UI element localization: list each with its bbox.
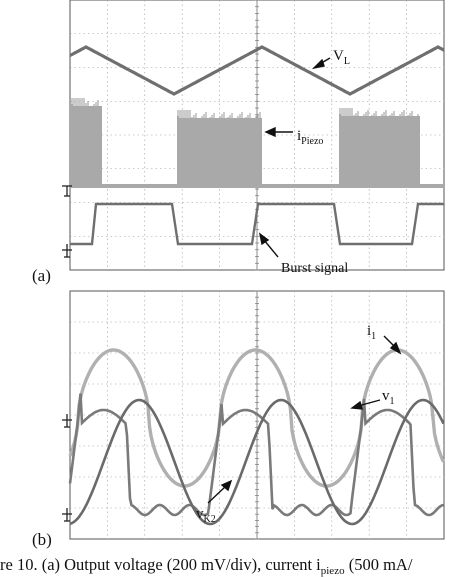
i1-trace [68, 348, 446, 488]
vl-trace [69, 45, 445, 96]
label-burst-signal: Burst signal [281, 261, 348, 276]
ipiezo-burst [178, 118, 262, 186]
panel-b-letter: (b) [32, 530, 52, 549]
panel-a: (a) VL iPiezo Burst signal [32, 0, 445, 285]
ground-marker-b2 [62, 508, 72, 522]
ipiezo-trace [70, 98, 444, 188]
vk2-trace [69, 398, 445, 526]
ground-marker-a1 [62, 185, 72, 197]
label-v1: v1 [382, 388, 395, 407]
arrow-vl [311, 57, 331, 70]
label-i1: i1 [367, 323, 376, 342]
arrow-vk2 [207, 479, 233, 504]
label-ipiezo: iPiezo [297, 128, 323, 147]
arrow-v1 [350, 399, 381, 410]
label-vk2: vK2 [196, 506, 216, 525]
arrow-burst [258, 232, 279, 258]
ground-marker-a2 [62, 244, 72, 258]
burst-signal-trace [70, 202, 444, 246]
arrow-i1 [383, 335, 402, 355]
panel-b: (b) i1 v1 vK2 [32, 290, 446, 549]
ground-marker-b1 [62, 414, 72, 428]
panel-a-letter: (a) [32, 266, 51, 285]
figure-caption: re 10. (a) Output voltage (200 mV/div), … [0, 555, 413, 577]
panel-a-traces [69, 45, 445, 246]
arrow-ipiezo [264, 126, 293, 138]
label-vl: VL [333, 48, 350, 67]
ipiezo-burst [340, 116, 420, 186]
v1-trace [68, 393, 444, 517]
panel-b-traces [68, 348, 446, 526]
ipiezo-burst [72, 106, 102, 186]
